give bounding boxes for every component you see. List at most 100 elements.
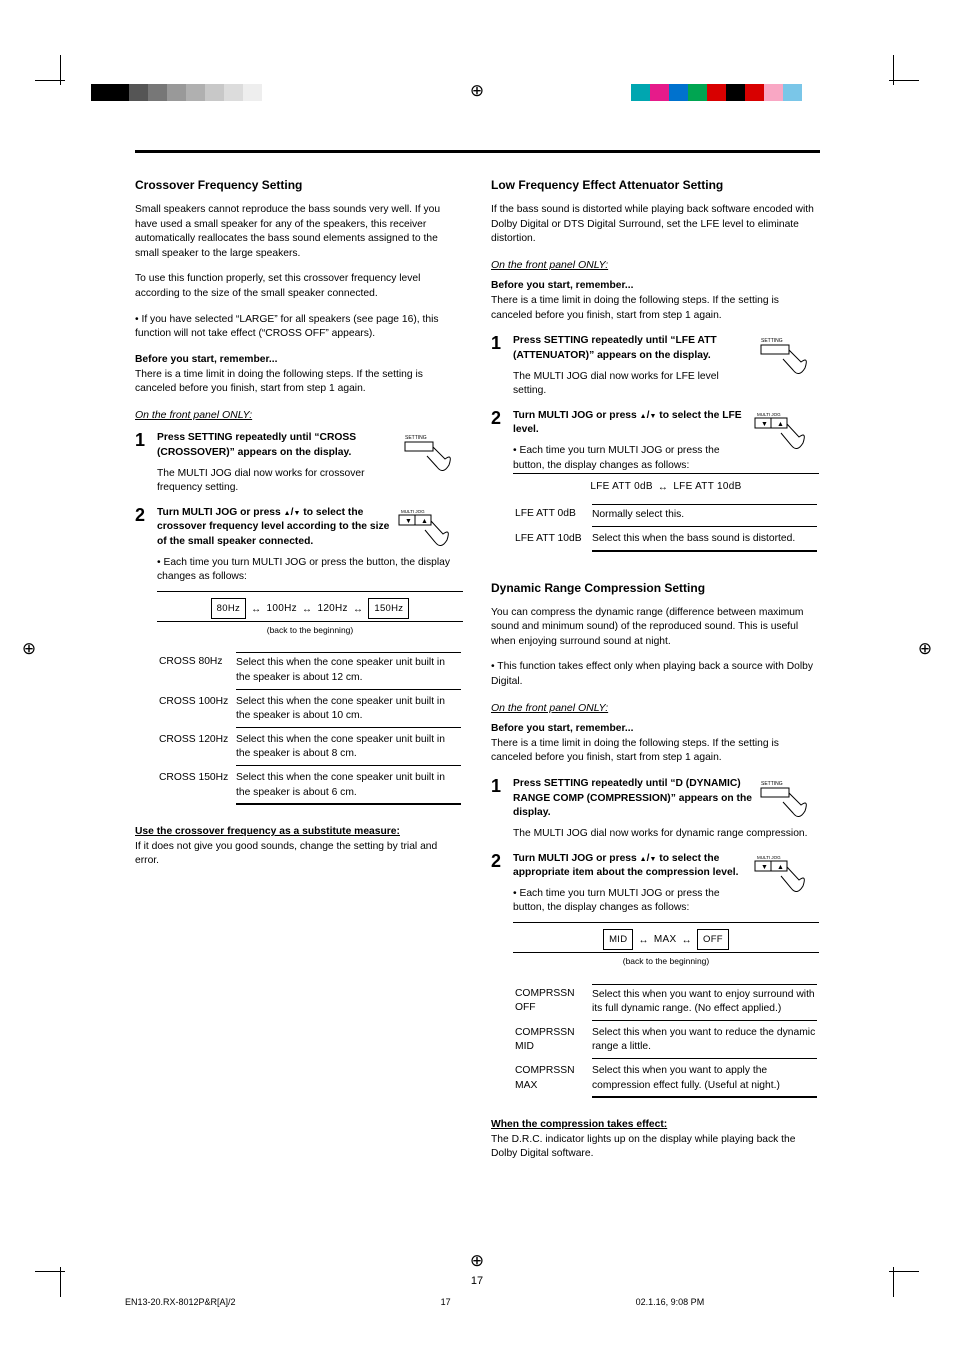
table-value: Select this when you want to apply the c…	[592, 1061, 817, 1098]
svg-text:SETTING: SETTING	[761, 338, 783, 344]
page-number: 17	[471, 1275, 483, 1287]
crop-mark	[893, 1267, 894, 1297]
table-key: CROSS 80Hz	[159, 652, 234, 689]
setting-button-icon: SETTING	[759, 777, 819, 821]
table-key: COMPRSSN MID	[515, 1023, 590, 1059]
note-header: Before you start, remember...	[135, 354, 278, 365]
panel-label: On the front panel ONLY:	[491, 701, 608, 716]
table-value: Select this when the cone speaker unit b…	[236, 652, 461, 689]
svg-text:▼: ▼	[761, 421, 768, 428]
definition-table: LFE ATT 0dBNormally select this. LFE ATT…	[513, 502, 819, 553]
svg-text:MULTI JOG: MULTI JOG	[401, 509, 425, 514]
crop-mark	[60, 55, 61, 85]
panel-label: On the front panel ONLY:	[491, 258, 608, 273]
footnote: Use the crossover frequency as a substit…	[135, 825, 463, 869]
paragraph: If the bass sound is distorted while pla…	[491, 203, 819, 247]
heading-crossover: Crossover Frequency Setting	[135, 177, 463, 194]
flow-diagram: LFE ATT 0dB ↔ LFE ATT 10dB	[513, 473, 819, 496]
definition-table: COMPRSSN OFFSelect this when you want to…	[513, 982, 819, 1101]
note-header: Before you start, remember...	[491, 280, 634, 291]
multijog-icon: MULTI JOG ▼ ▲	[753, 409, 819, 457]
crop-mark	[893, 55, 894, 85]
note-body: There is a time limit in doing the follo…	[135, 369, 423, 395]
step-number: 2	[135, 506, 157, 815]
paragraph: To use this function properly, set this …	[135, 272, 463, 301]
step-text: Press SETTING repeatedly until “CROSS (C…	[157, 432, 356, 458]
footnote-header: Use the crossover frequency as a substit…	[135, 826, 400, 837]
flow-item: OFF	[697, 929, 729, 950]
step-text: Turn MULTI JOG or press	[157, 507, 281, 518]
heading-lfe: Low Frequency Effect Attenuator Setting	[491, 177, 819, 194]
footer-pagenum: 17	[441, 1297, 451, 1307]
table-value: Select this when the bass sound is disto…	[592, 529, 817, 552]
registration-mark	[916, 640, 934, 658]
flow-item: LFE ATT 10dB	[673, 481, 741, 492]
note: Before you start, remember... There is a…	[491, 722, 819, 766]
registration-mark	[20, 640, 38, 658]
flow-item: MAX	[654, 934, 677, 945]
table-key: COMPRSSN OFF	[515, 984, 590, 1021]
setting-button-icon: SETTING	[403, 431, 463, 475]
table-key: COMPRSSN MAX	[515, 1061, 590, 1098]
table-key: LFE ATT 0dB	[515, 504, 590, 527]
flow-diagram: MID ↔ MAX ↔ OFF	[513, 922, 819, 953]
svg-text:▲: ▲	[777, 864, 784, 871]
svg-text:MULTI JOG: MULTI JOG	[757, 412, 781, 417]
step-subtext: • Each time you turn MULTI JOG or press …	[157, 556, 463, 585]
table-key: LFE ATT 10dB	[515, 529, 590, 552]
step-number: 2	[491, 852, 513, 1109]
note-body: There is a time limit in doing the follo…	[491, 295, 779, 321]
note: Before you start, remember... There is a…	[491, 279, 819, 323]
step-subtext: The MULTI JOG dial now works for dynamic…	[513, 827, 819, 842]
paragraph: You can compress the dynamic range (diff…	[491, 606, 819, 650]
flow-item: 100Hz	[267, 603, 297, 614]
step-number: 2	[491, 409, 513, 562]
flow-item: 120Hz	[317, 603, 347, 614]
footnote: When the compression takes effect: The D…	[491, 1118, 819, 1162]
flow-item: LFE ATT 0dB	[590, 481, 652, 492]
note-header: Before you start, remember...	[491, 723, 634, 734]
footer-timestamp: 02.1.16, 9:08 PM	[636, 1297, 705, 1307]
heading-drc: Dynamic Range Compression Setting	[491, 580, 819, 597]
flow-item: 150Hz	[368, 598, 409, 619]
step-text: Press SETTING repeatedly until “LFE ATT …	[513, 335, 717, 361]
page-content: Crossover Frequency Setting Small speake…	[135, 150, 820, 1162]
registration-mark	[468, 1252, 486, 1270]
table-key: CROSS 100Hz	[159, 692, 234, 728]
step-number: 1	[491, 334, 513, 398]
table-value: Select this when the cone speaker unit b…	[236, 730, 461, 766]
svg-text:▲: ▲	[421, 518, 428, 525]
registration-mark	[468, 82, 486, 100]
footnote-header: When the compression takes effect:	[491, 1119, 667, 1130]
flow-caption: (back to the beginning)	[513, 953, 819, 975]
footnote-body: If it does not give you good sounds, cha…	[135, 841, 437, 867]
svg-text:▲: ▲	[777, 421, 784, 428]
step-text: Press SETTING repeatedly until “D (DYNAM…	[513, 778, 752, 818]
flow-caption: (back to the beginning)	[157, 622, 463, 644]
step-text: Turn MULTI JOG or press	[513, 410, 637, 421]
multijog-icon: MULTI JOG ▼ ▲	[753, 852, 819, 900]
table-key: CROSS 120Hz	[159, 730, 234, 766]
panel-label: On the front panel ONLY:	[135, 408, 252, 423]
svg-text:SETTING: SETTING	[761, 781, 783, 787]
note-body: There is a time limit in doing the follo…	[491, 738, 779, 764]
table-value: Normally select this.	[592, 504, 817, 527]
footnote-body: The D.R.C. indicator lights up on the di…	[491, 1134, 796, 1160]
paragraph: • This function takes effect only when p…	[491, 660, 819, 689]
table-value: Select this when you want to enjoy surro…	[592, 984, 817, 1021]
table-value: Select this when the cone speaker unit b…	[236, 692, 461, 728]
definition-table: CROSS 80HzSelect this when the cone spea…	[157, 650, 463, 807]
print-bar-color	[612, 84, 821, 100]
step-text: Turn MULTI JOG or press	[513, 853, 637, 864]
crop-mark	[60, 1267, 61, 1297]
table-value: Select this when the cone speaker unit b…	[236, 768, 461, 805]
footer-filename: EN13-20.RX-8012P&R[A]/2 17 02.1.16, 9:08…	[125, 1297, 704, 1307]
svg-text:MULTI JOG: MULTI JOG	[757, 855, 781, 860]
table-value: Select this when you want to reduce the …	[592, 1023, 817, 1059]
svg-text:▼: ▼	[405, 518, 412, 525]
svg-text:SETTING: SETTING	[405, 435, 427, 441]
note: Before you start, remember... There is a…	[135, 353, 463, 397]
step-number: 1	[135, 431, 157, 495]
right-column: Low Frequency Effect Attenuator Setting …	[491, 177, 819, 1162]
paragraph: • If you have selected “LARGE” for all s…	[135, 313, 463, 342]
